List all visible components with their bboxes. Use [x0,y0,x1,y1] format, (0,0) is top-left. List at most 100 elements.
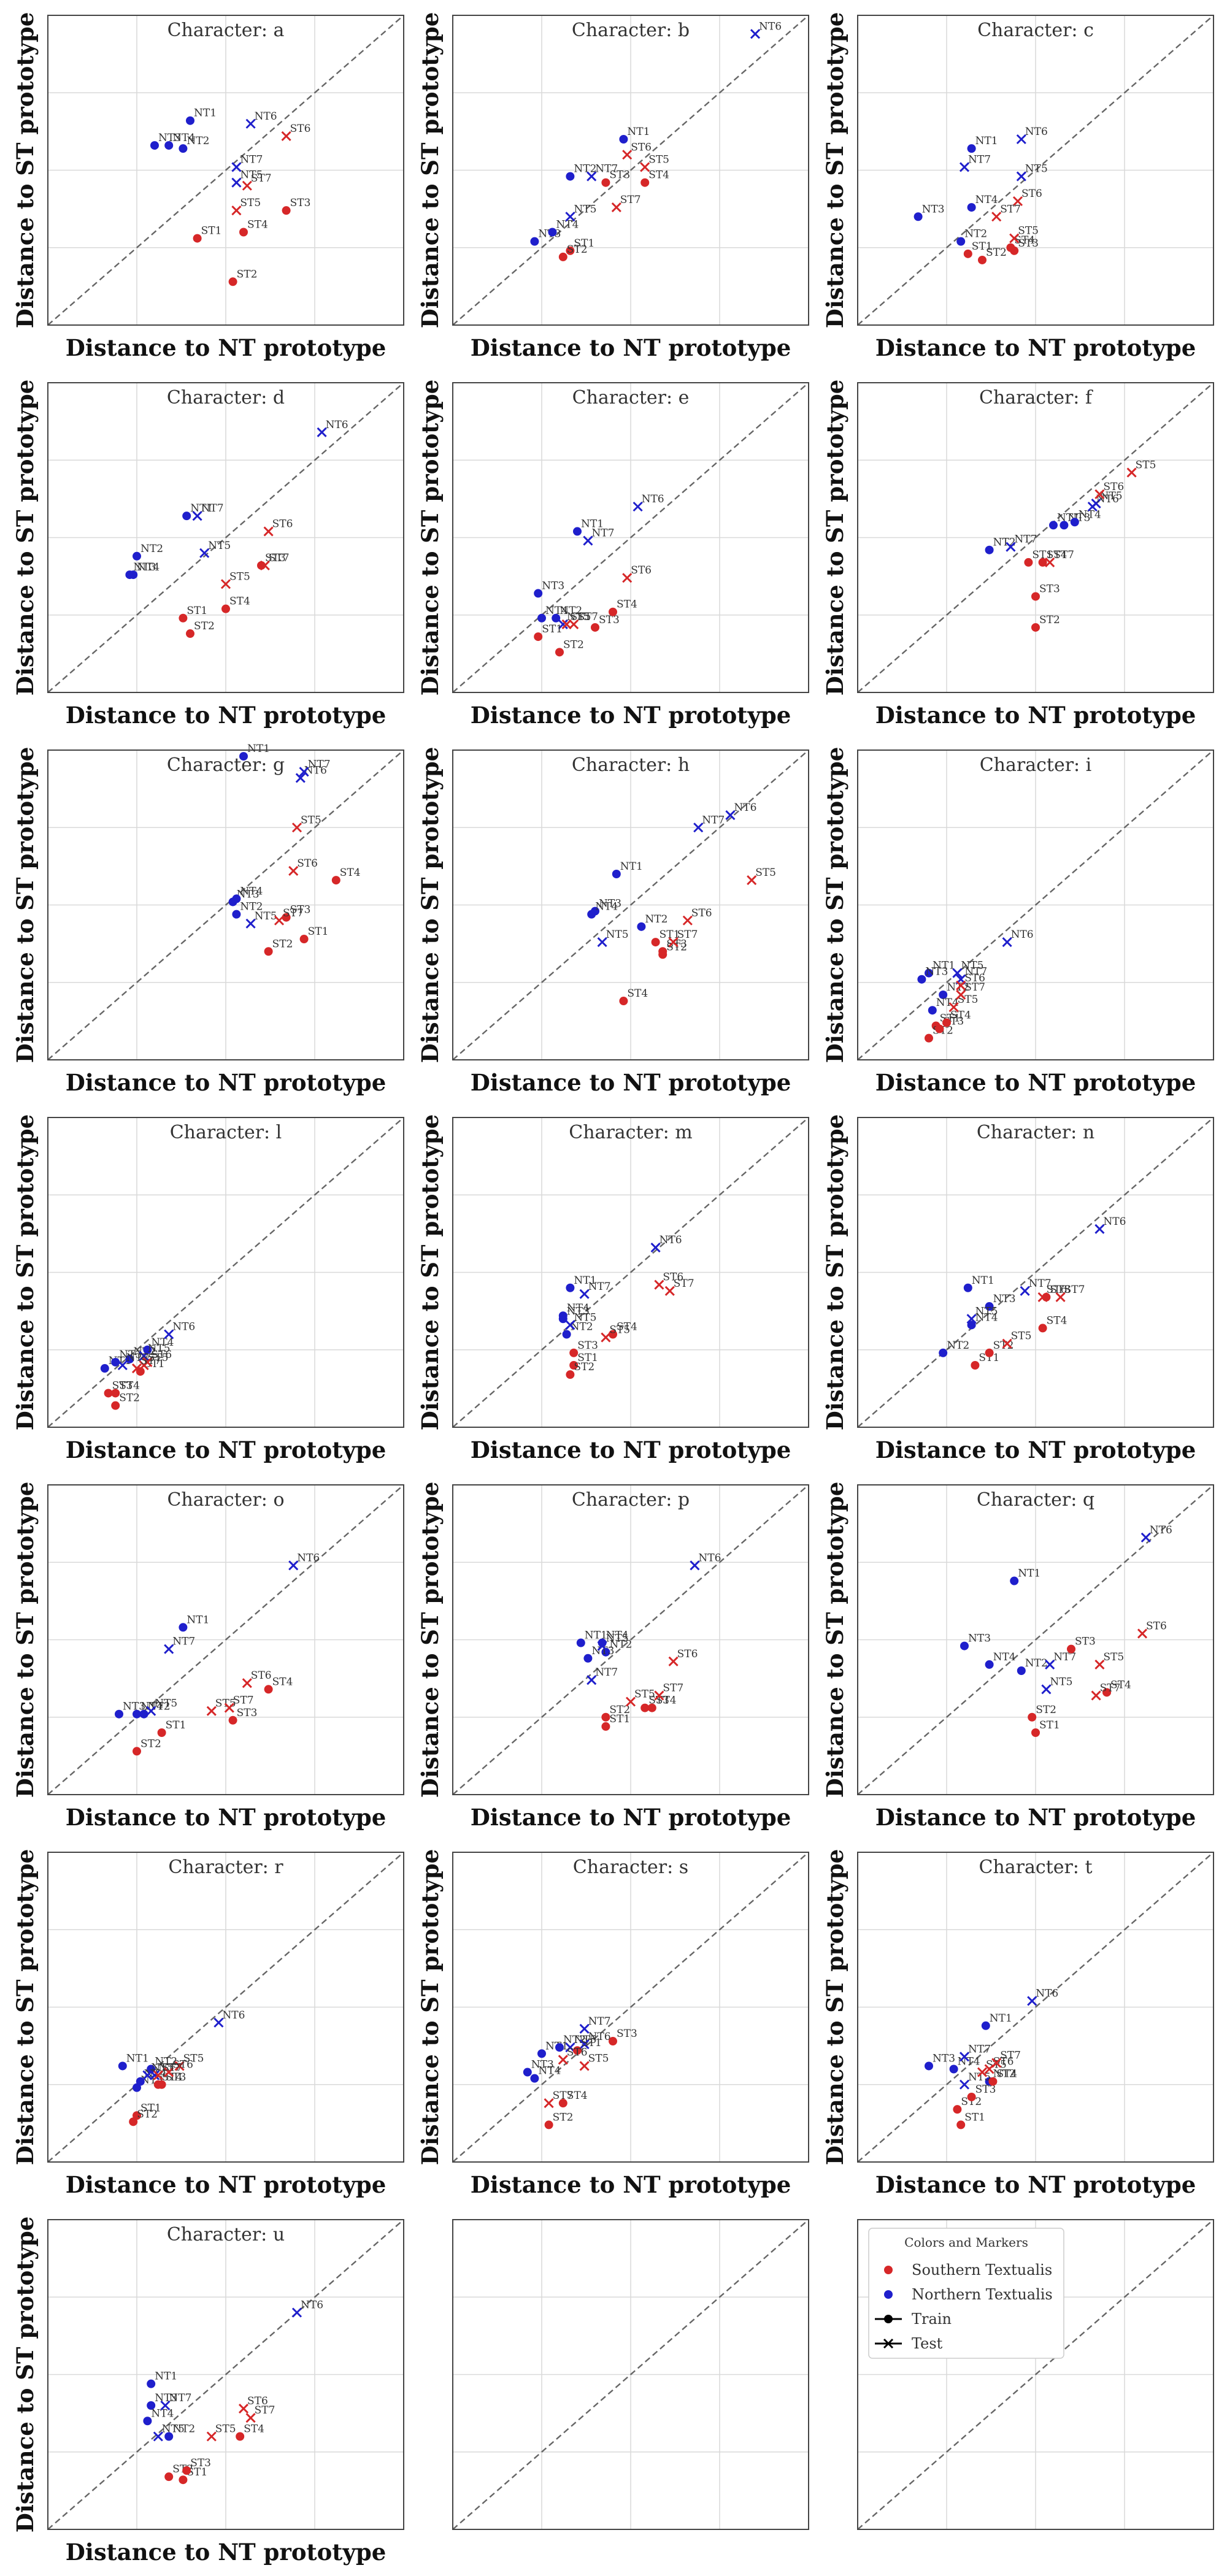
point-label: NT2 [240,901,263,913]
panel-title: Character: p [572,1489,690,1511]
data-point-test [245,118,256,129]
point-label: ST5 [609,1324,630,1336]
point-label: ST1 [140,2102,161,2114]
diagonal-reference-line [47,1117,404,1428]
data-point-test [1037,1292,1048,1302]
point-label: NT6 [172,1321,195,1333]
data-point-train [150,141,159,150]
diagonal-reference-line [47,749,404,1060]
point-label: ST7 [1064,1284,1085,1296]
data-point-train [143,1345,152,1354]
data-point-train [143,2417,152,2426]
plot-frame [47,2219,404,2530]
data-point-test [206,1706,217,1716]
point-label: NT1 [194,107,217,120]
point-label: NT5 [155,1698,177,1710]
data-point-test [565,212,575,222]
point-label: NT1 [574,1275,596,1287]
point-label: ST5 [1136,459,1156,471]
scatter-panel-o: Character: o Distance to NT prototype Dist… [12,1482,404,1831]
point-label: ST3 [190,2457,211,2469]
point-label: ST7 [162,2062,183,2074]
diagonal-reference-line [452,2219,809,2530]
point-label: ST6 [151,1349,172,1361]
point-label: NT2 [155,2056,177,2068]
data-point-train [925,1033,933,1043]
data-point-test [213,2017,224,2028]
data-point-test [664,1286,675,1296]
point-label: ST4 [1110,1679,1131,1691]
diagonal-reference-line [452,749,809,1060]
data-point-test [1002,1338,1012,1349]
y-axis-label: Distance to ST prototype [417,12,444,329]
data-point-train [129,570,138,580]
data-point-train [971,1361,980,1370]
data-point-test [245,918,256,929]
point-label: NT5 [255,910,277,922]
point-label: ST4 [272,1676,293,1688]
point-label: ST2 [961,2096,982,2108]
data-point-test [299,767,309,777]
point-label: NT6 [301,2299,323,2312]
point-label: NT5 [975,1305,998,1317]
plot-frame [857,1852,1214,2163]
data-point-train [534,589,543,598]
data-point-test [1137,1628,1148,1639]
point-label: NT6 [304,764,327,776]
point-label: NT1 [585,1630,607,1642]
point-label: ST3 [609,169,630,182]
data-point-train [125,1354,134,1363]
data-point-test [640,162,650,172]
point-label: ST4 [229,596,250,608]
data-point-test [991,212,1002,222]
data-point-train [111,1389,120,1398]
data-point-train [562,1330,571,1339]
data-point-test [583,535,593,546]
point-label: ST1 [166,1719,187,1731]
data-point-train [555,648,564,657]
point-label: ST4 [1014,234,1035,247]
y-axis-label: Distance to ST prototype [12,1482,39,1798]
point-label: NT4 [975,1311,998,1324]
point-label: ST7 [553,2090,574,2102]
point-label: NT4 [137,561,160,573]
plot-frame [452,1852,809,2163]
scatter-panel-e: Character: e Distance to NT prototype Dist… [417,380,809,729]
point-label: NT7 [169,2392,191,2404]
point-label: NT4 [151,2407,174,2420]
point-label: NT5 [606,929,629,941]
point-label: ST5 [634,1689,655,1701]
point-label: NT2 [993,537,1016,549]
data-point-train [967,1321,976,1330]
point-label: NT4 [140,1701,163,1713]
panel-title: Character: l [170,1122,282,1143]
data-point-train [164,2472,174,2482]
data-point-train [1010,1576,1019,1585]
diagonal-reference-line [857,749,1214,1060]
diagonal-reference-line [857,1117,1214,1428]
point-label: NT7 [588,2015,611,2028]
data-point-train [591,623,599,632]
point-label: ST2 [137,2108,158,2120]
point-label: ST6 [297,857,318,870]
point-label: NT6 [222,2009,245,2022]
data-point-test [131,1363,142,1374]
scatter-panel-s: Character: s Distance to NT prototype Dist… [417,1849,809,2198]
data-point-test [1016,134,1026,145]
data-point-train [917,975,926,984]
point-label: NT5 [148,1343,171,1355]
data-point-test [558,619,568,629]
data-point-train [147,2401,156,2410]
data-point-train [232,910,241,919]
data-point-train [186,116,194,125]
legend-entry-label: Northern Textualis [912,2286,1053,2303]
point-label: NT1 [972,1275,994,1287]
data-point-test [587,171,597,182]
data-point-train [558,1311,567,1321]
point-label: ST6 [964,972,985,984]
data-point-train [963,249,972,258]
point-label: NT5 [574,203,596,215]
point-label: ST2 [553,2111,574,2123]
data-point-train [100,1364,109,1373]
point-label: ST2 [1039,614,1060,626]
